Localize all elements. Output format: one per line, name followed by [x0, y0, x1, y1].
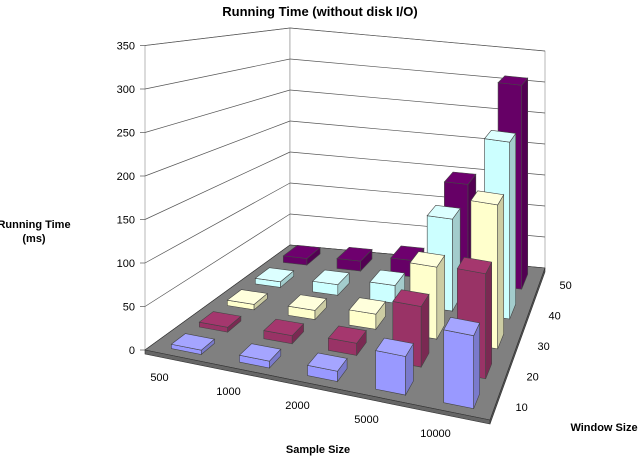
- gridline-left: [144, 151, 291, 220]
- gridline-left: [144, 182, 291, 264]
- x-tick-label: 2000: [285, 400, 309, 412]
- x-tick-label: 500: [150, 372, 168, 384]
- bar-10-500: [170, 333, 216, 356]
- bar-20-500: [198, 311, 242, 333]
- bar-top-face: [483, 130, 517, 143]
- bar-20-2000: [327, 325, 367, 357]
- bar-10-10000: [443, 317, 481, 409]
- bar-side-face: [473, 322, 480, 409]
- z-tick-label: 30: [538, 341, 550, 353]
- y-axis-label-line1: Running Time: [0, 219, 71, 231]
- gridline-left: [144, 58, 291, 90]
- bar-30-500: [226, 289, 269, 311]
- bar-30-2000: [348, 297, 387, 331]
- bar-top-face: [456, 257, 493, 275]
- bar-20-1000: [263, 318, 305, 345]
- gridline-left: [144, 213, 291, 307]
- y-tick-label: 350: [117, 41, 135, 53]
- y-tick-label: 200: [117, 171, 135, 183]
- x-tick-label: 1000: [216, 386, 240, 398]
- y-tick-label: 300: [117, 84, 135, 96]
- bar-top-face: [306, 352, 348, 372]
- floor-edge-right: [489, 267, 546, 425]
- bar-50-500: [282, 245, 321, 266]
- y-tick-label: 100: [117, 258, 135, 270]
- z-tick-label: 10: [516, 402, 528, 414]
- bar-50-1000: [336, 246, 373, 272]
- z-axis-label: Window Size: [570, 422, 637, 434]
- bar-top-face: [198, 311, 242, 328]
- bar-top-face: [287, 294, 328, 311]
- y-tick-label: 150: [117, 215, 135, 227]
- bar-top-face: [336, 246, 373, 262]
- z-tick-label: 20: [527, 371, 539, 383]
- y-tick-label: 250: [117, 128, 135, 140]
- z-tick-label: 50: [560, 280, 572, 292]
- gridline-left: [144, 27, 291, 46]
- bar-top-face: [392, 289, 430, 307]
- bar-top-face: [426, 205, 461, 220]
- bar-front-face: [443, 329, 474, 409]
- bar-top-face: [226, 289, 269, 305]
- gridline-back: [289, 27, 546, 52]
- y-tick-label: 50: [123, 302, 135, 314]
- gridline-left: [144, 120, 291, 177]
- bar-side-face: [521, 77, 529, 290]
- bar-top-face: [443, 171, 477, 185]
- x-tick-label: 5000: [354, 414, 378, 426]
- bar-40-500: [254, 267, 295, 289]
- bar-10-2000: [306, 352, 348, 383]
- bar-top-face: [254, 267, 295, 283]
- bar-40-1000: [311, 269, 350, 297]
- bar-side-face: [485, 261, 492, 379]
- bar-top-face: [238, 343, 282, 362]
- bar-top-face: [409, 251, 446, 268]
- bar-30-1000: [287, 294, 328, 321]
- y-tick-label: 0: [129, 345, 135, 357]
- x-tick-label: 10000: [420, 428, 451, 440]
- bar-side-face: [497, 193, 505, 349]
- x-axis-label: Sample Size: [286, 444, 350, 456]
- bar-top-face: [470, 190, 505, 206]
- bar-top-face: [311, 269, 350, 286]
- bar-10-1000: [238, 343, 282, 369]
- bar-top-face: [443, 317, 481, 337]
- gridline-left: [144, 89, 291, 133]
- bar-side-face: [509, 132, 517, 320]
- bar-top-face: [369, 269, 406, 286]
- bar-top-face: [282, 245, 321, 259]
- bar-10-5000: [375, 337, 414, 397]
- bar-top-face: [375, 337, 414, 357]
- y-axis-label-line2: (ms): [22, 233, 46, 245]
- bar-top-face: [348, 297, 387, 315]
- bar-top-face: [497, 75, 529, 86]
- bar-side-face: [436, 254, 445, 341]
- bar-top-face: [263, 318, 305, 337]
- bar-top-face: [327, 325, 367, 344]
- bar-front-face: [375, 350, 406, 396]
- bar-top-face: [170, 333, 216, 351]
- chart-title: Running Time (without disk I/O): [222, 4, 417, 19]
- z-tick-label: 40: [549, 311, 561, 323]
